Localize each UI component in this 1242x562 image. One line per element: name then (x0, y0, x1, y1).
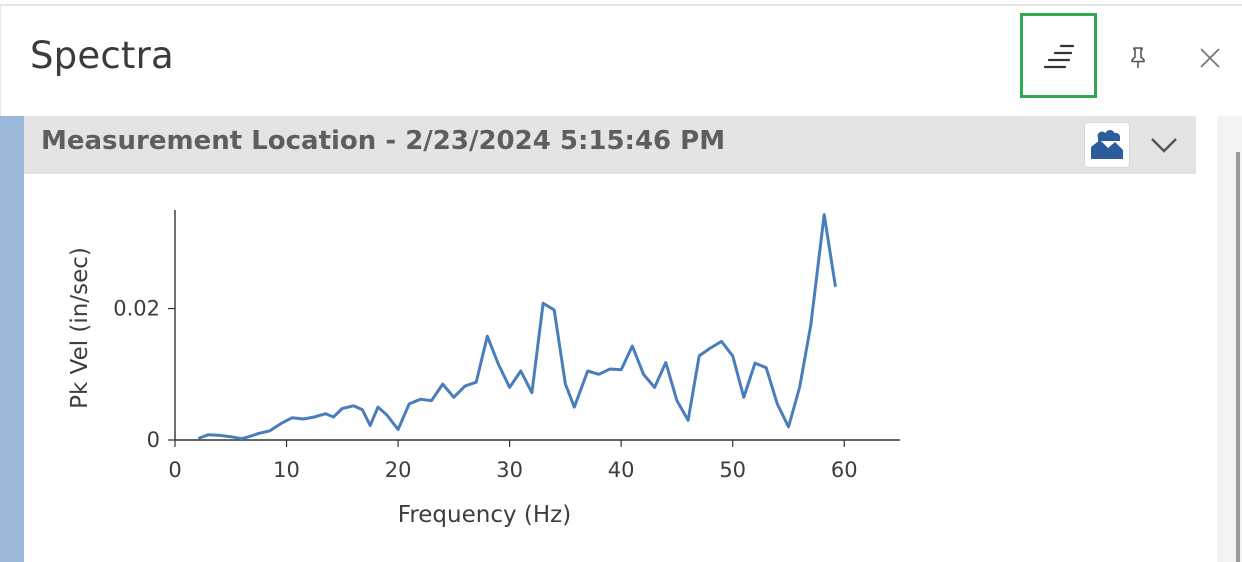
x-tick-label: 30 (496, 458, 523, 482)
panel-title: Spectra (30, 34, 174, 77)
y-tick-label: 0 (147, 428, 160, 452)
spectrum-line (198, 213, 837, 441)
section-accent-bar (0, 116, 24, 562)
x-tick-label: 50 (719, 458, 746, 482)
chevron-down-icon (1151, 138, 1177, 153)
x-tick-label: 60 (831, 458, 858, 482)
section-expand-button[interactable] (1144, 126, 1184, 164)
x-tick-label: 10 (273, 458, 300, 482)
close-icon (1200, 48, 1220, 68)
close-button[interactable] (1192, 40, 1228, 76)
menu-lines-icon (1043, 44, 1074, 68)
image-view-button[interactable] (1084, 122, 1130, 168)
section-title: Measurement Location - 2/23/2024 5:15:46… (41, 126, 726, 156)
menu-button[interactable] (1020, 13, 1097, 98)
x-tick-label: 40 (608, 458, 635, 482)
spectrum-chart: 0 10 20 30 40 50 60 0 0.02 Frequency (Hz) Pk Vel (… (67, 210, 900, 528)
x-axis-label: Frequency (Hz) (398, 502, 571, 528)
pin-button[interactable] (1120, 40, 1156, 76)
x-tick-label: 0 (168, 458, 181, 482)
image-icon (1091, 130, 1123, 159)
scrollbar-thumb[interactable] (1236, 152, 1240, 562)
section-header[interactable]: Measurement Location - 2/23/2024 5:15:46… (24, 116, 1196, 174)
pin-icon (1131, 47, 1145, 68)
x-tick-label: 20 (385, 458, 412, 482)
y-tick-label: 0.02 (113, 297, 160, 321)
y-axis-label: Pk Vel (in/sec) (67, 247, 93, 409)
panel-top-border (0, 4, 1242, 6)
